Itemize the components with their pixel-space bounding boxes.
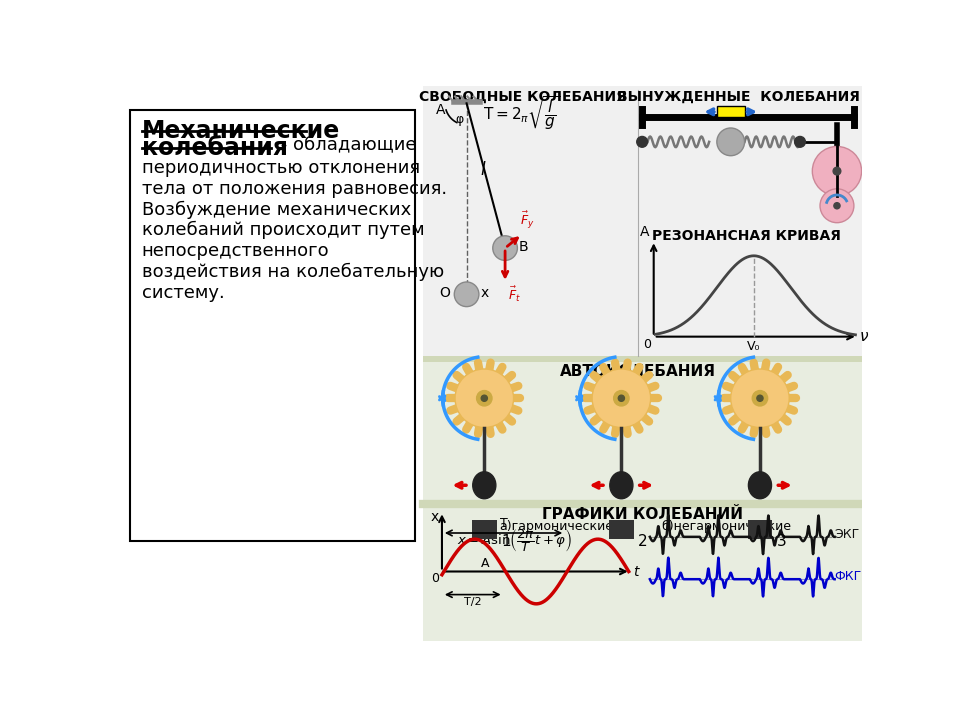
Text: ГРАФИКИ КОЛЕБАНИЙ: ГРАФИКИ КОЛЕБАНИЙ xyxy=(541,507,743,522)
Text: A: A xyxy=(481,557,490,570)
Text: Возбуждение механических: Возбуждение механических xyxy=(142,200,411,219)
Text: воздействия на колебательную: воздействия на колебательную xyxy=(142,263,444,281)
Text: φ: φ xyxy=(455,113,464,126)
Circle shape xyxy=(756,395,763,401)
Circle shape xyxy=(592,369,651,428)
Text: ВЫНУЖДЕННЫЕ  КОЛЕБАНИЯ: ВЫНУЖДЕННЫЕ КОЛЕБАНИЯ xyxy=(617,89,860,104)
Ellipse shape xyxy=(749,472,772,499)
Bar xyxy=(717,107,745,117)
Text: 0: 0 xyxy=(643,338,652,351)
Text: $\vec{F}_y$: $\vec{F}_y$ xyxy=(520,210,535,231)
Text: A: A xyxy=(436,104,445,117)
Ellipse shape xyxy=(610,472,633,499)
Text: ЭКГ: ЭКГ xyxy=(834,528,860,541)
Circle shape xyxy=(613,390,629,406)
Circle shape xyxy=(454,282,479,307)
Circle shape xyxy=(731,369,789,428)
Bar xyxy=(131,109,415,541)
Text: непосредственного: непосредственного xyxy=(142,242,329,260)
Text: t: t xyxy=(633,564,638,578)
Circle shape xyxy=(476,390,492,406)
Circle shape xyxy=(618,395,624,401)
Ellipse shape xyxy=(472,472,496,499)
Text: ФКГ: ФКГ xyxy=(834,570,862,583)
Text: x: x xyxy=(431,510,439,524)
Text: а)гармонические: а)гармонические xyxy=(500,520,613,533)
Text: x: x xyxy=(480,286,489,300)
Text: АВТОКОЛЕБАНИЯ: АВТОКОЛЕБАНИЯ xyxy=(561,364,716,379)
Circle shape xyxy=(795,137,805,147)
Circle shape xyxy=(455,369,514,428)
Text: 1: 1 xyxy=(501,534,511,549)
Text: периодичностью отклонения: периодичностью отклонения xyxy=(142,159,420,177)
Text: $\mathrm{T}=2_\pi\sqrt{\dfrac{l}{g}}$: $\mathrm{T}=2_\pi\sqrt{\dfrac{l}{g}}$ xyxy=(483,94,560,132)
Text: T/2: T/2 xyxy=(464,597,482,607)
Circle shape xyxy=(833,167,841,175)
Text: ν: ν xyxy=(859,329,868,344)
Bar xyxy=(422,356,861,362)
Circle shape xyxy=(717,128,745,156)
Circle shape xyxy=(820,189,853,222)
Text: B: B xyxy=(519,240,529,253)
Circle shape xyxy=(812,146,861,196)
Bar xyxy=(422,86,861,360)
Text: СВОБОДНЫЕ КОЛЕБАНИЯ: СВОБОДНЫЕ КОЛЕБАНИЯ xyxy=(419,89,627,104)
Bar xyxy=(472,520,496,539)
Bar xyxy=(422,360,861,641)
Text: 0: 0 xyxy=(431,572,439,585)
Text: Механические: Механические xyxy=(142,119,340,143)
Text: T: T xyxy=(499,517,508,530)
Text: A: A xyxy=(640,225,650,239)
Circle shape xyxy=(834,202,840,209)
Text: - обладающие: - обладающие xyxy=(275,135,417,153)
Text: O: O xyxy=(440,286,450,300)
Text: V₀: V₀ xyxy=(747,340,760,353)
Text: $x = A\sin\!\left(\dfrac{2\pi}{T}t + \varphi\right)$: $x = A\sin\!\left(\dfrac{2\pi}{T}t + \va… xyxy=(458,527,573,554)
Circle shape xyxy=(492,235,517,261)
Circle shape xyxy=(753,390,768,406)
Text: колебаний происходит путем: колебаний происходит путем xyxy=(142,221,424,239)
Text: l: l xyxy=(480,161,485,179)
Text: 3: 3 xyxy=(777,534,786,549)
Text: тела от положения равновесия.: тела от положения равновесия. xyxy=(142,179,446,197)
Text: систему.: систему. xyxy=(142,284,225,302)
Text: РЕЗОНАНСНАЯ КРИВАЯ: РЕЗОНАНСНАЯ КРИВАЯ xyxy=(652,229,841,243)
Bar xyxy=(609,520,634,539)
Circle shape xyxy=(481,395,488,401)
Text: б)негармонические: б)негармонические xyxy=(661,520,791,533)
Text: колебания: колебания xyxy=(142,135,288,160)
Bar xyxy=(748,520,772,539)
Text: 2: 2 xyxy=(638,534,648,549)
Circle shape xyxy=(636,137,648,147)
Text: $\vec{F}_t$: $\vec{F}_t$ xyxy=(508,285,521,305)
